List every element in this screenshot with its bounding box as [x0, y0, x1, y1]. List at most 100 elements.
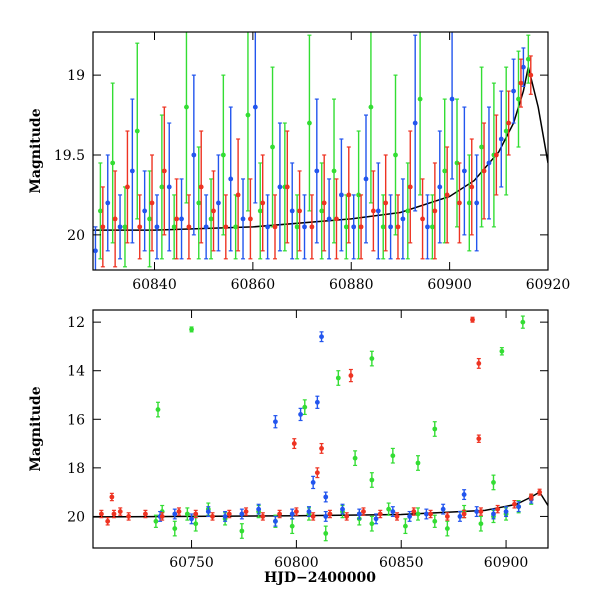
point-marker — [293, 509, 299, 514]
point-marker — [503, 128, 509, 134]
data-point — [193, 509, 199, 519]
data-point — [111, 509, 117, 519]
data-point — [110, 82, 116, 244]
point-marker — [189, 327, 194, 332]
data-point — [407, 130, 413, 244]
point-marker — [370, 208, 376, 214]
x-tick-label: 60840 — [132, 277, 177, 293]
point-marker — [400, 216, 406, 222]
data-point — [375, 162, 381, 260]
data-point — [193, 515, 199, 532]
bottom-y-axis-title: Magnitude — [28, 386, 44, 471]
point-marker — [222, 514, 228, 519]
point-marker — [260, 200, 266, 206]
point-marker — [411, 509, 417, 514]
point-marker — [351, 224, 357, 230]
data-point — [319, 442, 324, 454]
data-point — [415, 455, 421, 471]
data-point — [171, 194, 177, 260]
point-marker — [233, 224, 239, 230]
point-marker — [302, 404, 308, 410]
data-point — [369, 515, 375, 532]
point-marker — [358, 224, 364, 230]
point-marker — [294, 224, 300, 230]
data-point — [265, 194, 271, 260]
data-point — [425, 194, 430, 260]
data-point — [377, 509, 383, 519]
data-point — [323, 525, 329, 542]
data-point — [442, 98, 448, 244]
data-point — [270, 66, 275, 228]
point-marker — [498, 136, 504, 142]
x-tick-label: 60750 — [169, 555, 214, 571]
data-point — [93, 226, 98, 270]
data-point — [373, 513, 379, 525]
data-point — [457, 162, 462, 244]
point-marker — [289, 511, 295, 517]
point-marker — [98, 511, 104, 517]
data-point — [461, 106, 467, 236]
point-marker — [348, 373, 354, 378]
point-marker — [226, 511, 232, 517]
data-point — [243, 507, 249, 516]
point-marker — [493, 152, 499, 158]
data-point — [289, 162, 295, 260]
point-marker — [193, 511, 199, 517]
data-point — [112, 170, 118, 268]
point-marker — [235, 192, 241, 198]
point-marker — [528, 72, 534, 78]
data-point — [503, 66, 509, 196]
point-marker — [161, 168, 167, 174]
data-point — [454, 98, 460, 228]
point-marker — [520, 319, 526, 325]
data-point — [252, 32, 258, 204]
point-marker — [479, 144, 484, 150]
data-point — [491, 508, 496, 520]
point-marker — [137, 224, 143, 230]
point-marker — [298, 412, 303, 417]
data-point — [205, 506, 211, 518]
point-marker — [476, 361, 482, 366]
point-marker — [284, 184, 290, 190]
point-marker — [291, 441, 297, 446]
point-marker — [369, 521, 375, 527]
point-marker — [302, 224, 307, 230]
data-point — [239, 508, 245, 520]
data-point — [491, 474, 496, 491]
data-point — [520, 315, 526, 329]
data-point — [291, 438, 297, 450]
data-point — [277, 509, 283, 519]
point-marker — [343, 224, 349, 230]
x-tick-label: 60920 — [526, 277, 571, 293]
point-marker — [412, 120, 418, 126]
data-point — [476, 434, 482, 443]
data-point — [208, 178, 214, 260]
data-point — [323, 510, 329, 522]
point-marker — [388, 224, 393, 230]
point-marker — [310, 514, 316, 519]
point-marker — [110, 160, 116, 166]
data-point — [326, 178, 332, 260]
point-marker — [323, 531, 329, 536]
data-point — [537, 488, 543, 496]
data-point — [428, 509, 433, 519]
point-marker — [240, 216, 246, 222]
point-marker — [491, 480, 496, 485]
point-marker — [331, 168, 337, 174]
point-marker — [512, 501, 517, 507]
data-point — [528, 493, 534, 501]
point-marker — [134, 128, 140, 134]
point-marker — [314, 168, 320, 174]
data-point — [478, 515, 484, 532]
point-marker — [356, 511, 362, 517]
data-point — [159, 512, 165, 521]
point-marker — [277, 184, 283, 190]
point-marker — [415, 511, 421, 517]
bottom-panel: 60750 60800 60850 60900 12 14 16 18 20 Magnitud… — [28, 309, 549, 586]
point-marker — [390, 509, 396, 514]
point-marker — [454, 160, 460, 166]
data-point — [174, 178, 180, 260]
point-marker — [314, 399, 320, 405]
point-marker — [273, 419, 278, 425]
point-marker — [425, 224, 430, 230]
